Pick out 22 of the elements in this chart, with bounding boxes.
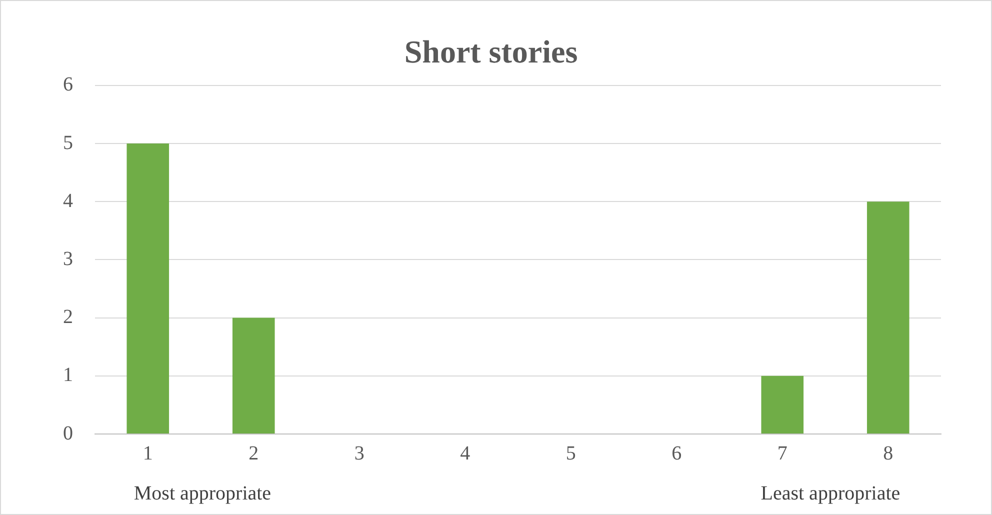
x-tick-label: 4	[460, 442, 470, 464]
y-tick-label: 0	[63, 422, 73, 444]
x-tick-label: 2	[248, 442, 259, 464]
text: Most appropriate	[134, 482, 272, 504]
text: Least appropriate	[760, 482, 900, 504]
bar	[232, 318, 275, 434]
y-tick-label: 6	[63, 74, 73, 96]
chart-title: Short stories	[404, 33, 578, 70]
x-tick-label: 1	[142, 442, 153, 464]
x-tick-label: 8	[883, 442, 894, 464]
x-tick-label: 7	[777, 442, 788, 464]
x-tick-label: 6	[672, 442, 682, 464]
bar	[866, 202, 910, 434]
x-tick-label: 3	[354, 442, 364, 464]
x-tick-label: 5	[566, 442, 576, 464]
y-tick-label: 3	[63, 248, 73, 270]
y-tick-label: 1	[63, 364, 73, 386]
y-tick-label: 2	[63, 306, 73, 328]
y-tick-label: 5	[63, 132, 73, 154]
bar	[126, 144, 170, 434]
y-tick-label: 4	[63, 190, 73, 212]
bar	[761, 376, 804, 434]
